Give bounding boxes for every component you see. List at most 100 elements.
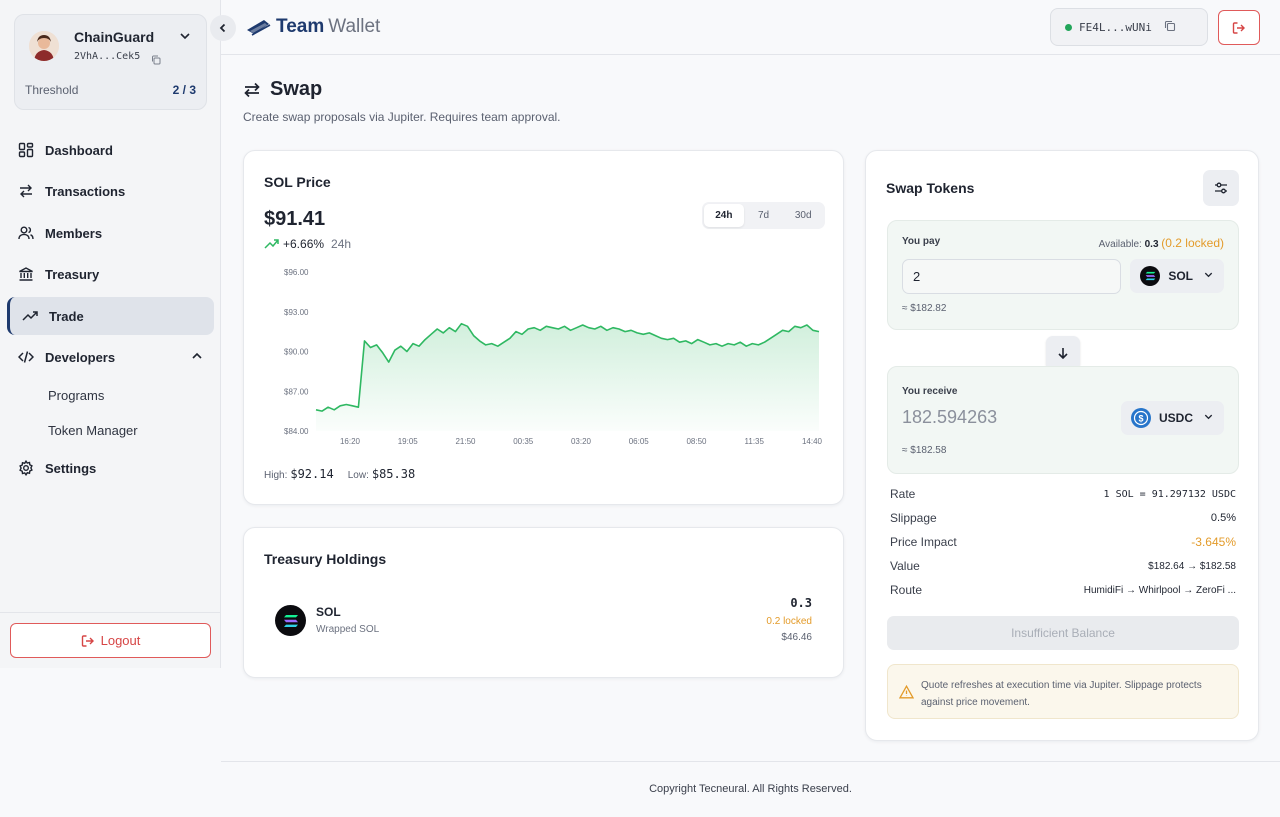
sidebar-item-label: Trade xyxy=(49,308,84,324)
tab-24h[interactable]: 24h xyxy=(704,204,744,227)
high-low: High: $92.14 Low: $85.38 xyxy=(264,467,429,481)
sidebar-item-label: Members xyxy=(45,225,103,241)
route-row: Route HumidiFi → Whirlpool → ZeroFi ... xyxy=(890,583,1236,597)
logout-button[interactable]: Logout xyxy=(10,623,211,658)
copy-icon[interactable] xyxy=(1164,20,1176,35)
available-balance: Available: 0.3 (0.2 locked) xyxy=(1099,236,1224,250)
account-switcher[interactable]: ChainGuard 2VhA...Cek5 Threshold 2 / 3 xyxy=(14,14,207,110)
range-tabs: 24h 7d 30d xyxy=(702,202,825,229)
sidebar-item-dashboard[interactable]: Dashboard xyxy=(7,131,214,169)
threshold-label: Threshold xyxy=(25,83,79,97)
flip-direction-button[interactable] xyxy=(1046,336,1080,370)
disconnect-button[interactable] xyxy=(1218,10,1260,45)
pay-amount-input[interactable] xyxy=(902,259,1121,294)
swap-arrows-icon xyxy=(244,82,260,97)
y-tick-label: $96.00 xyxy=(284,268,309,277)
price-area-fill xyxy=(316,323,819,431)
available-value: 0.3 xyxy=(1144,239,1159,250)
bank-icon xyxy=(17,265,35,283)
treasury-holdings-card: Treasury Holdings SOL Wrapped SOL 0.3 0.… xyxy=(243,527,844,678)
arrows-left-right-icon xyxy=(17,182,35,200)
low-label: Low: xyxy=(347,470,369,481)
route-label: Route xyxy=(890,583,923,597)
submit-swap-button[interactable]: Insufficient Balance xyxy=(887,616,1239,650)
tab-30d[interactable]: 30d xyxy=(794,210,812,221)
chevron-down-icon[interactable] xyxy=(178,29,192,48)
chevron-down-icon xyxy=(1203,269,1214,283)
collapse-sidebar-button[interactable] xyxy=(210,15,236,41)
svg-text:$: $ xyxy=(1138,414,1143,424)
solana-icon xyxy=(275,605,306,636)
sidebar-item-trade[interactable]: Trade xyxy=(7,297,214,335)
low-value: $85.38 xyxy=(371,467,416,481)
receive-section: You receive 182.594263 $ USDC ≈ $182.58 xyxy=(887,366,1239,474)
account-name: ChainGuard xyxy=(74,29,155,45)
y-tick-label: $87.00 xyxy=(284,387,309,396)
account-address: 2VhA...Cek5 xyxy=(74,51,141,62)
price-card-title: SOL Price xyxy=(264,174,331,190)
x-tick-label: 00:35 xyxy=(513,437,534,446)
sidebar-item-programs[interactable]: Programs xyxy=(48,388,105,403)
current-price: $91.41 xyxy=(264,208,326,230)
code-icon xyxy=(17,348,35,366)
sidebar-item-developers[interactable]: Developers xyxy=(7,338,214,376)
sidebar-item-members[interactable]: Members xyxy=(7,214,214,252)
y-tick-label: $84.00 xyxy=(284,427,309,436)
dashboard-icon xyxy=(17,141,35,159)
slippage-row: Slippage 0.5% xyxy=(890,511,1236,525)
sidebar-item-token-manager[interactable]: Token Manager xyxy=(48,423,138,438)
copy-icon[interactable] xyxy=(151,52,161,70)
pay-usd: ≈ $182.82 xyxy=(902,303,947,314)
rate-value: 1 SOL = 91.297132 USDC xyxy=(1103,488,1236,500)
warning-icon xyxy=(899,685,914,699)
tab-7d[interactable]: 7d xyxy=(757,210,770,221)
price-impact-label: Price Impact xyxy=(890,535,957,549)
trending-up-icon xyxy=(264,239,279,249)
pay-section: You pay Available: 0.3 (0.2 locked) SOL … xyxy=(887,220,1239,330)
price-impact-value: -3.645% xyxy=(1191,535,1236,549)
sidebar-item-label: Transactions xyxy=(45,183,126,199)
receive-amount: 182.594263 xyxy=(902,407,998,427)
sliders-icon xyxy=(1215,182,1227,194)
swap-settings-button[interactable] xyxy=(1203,170,1239,206)
slippage-label: Slippage xyxy=(890,511,937,525)
brand-logo[interactable]: Team Wallet xyxy=(246,16,380,38)
avatar xyxy=(29,31,59,61)
swap-title: Swap Tokens xyxy=(886,180,975,196)
status-dot xyxy=(1065,23,1072,31)
chevron-left-icon xyxy=(219,23,226,33)
logout-label: Logout xyxy=(100,633,141,648)
holding-locked: 0.2 locked xyxy=(766,616,812,627)
slippage-value: 0.5% xyxy=(1210,512,1236,524)
sidebar-item-label: Settings xyxy=(45,460,97,476)
receive-token-select[interactable]: $ USDC xyxy=(1120,401,1224,435)
value-value: $182.64 → $182.58 xyxy=(1148,560,1236,572)
notice-text: Quote refreshes at execution time via Ju… xyxy=(921,680,1202,708)
footer-divider xyxy=(221,761,1280,762)
sidebar-item-transactions[interactable]: Transactions xyxy=(7,172,214,210)
chevron-up-icon[interactable] xyxy=(190,349,204,366)
users-icon xyxy=(17,224,35,242)
sidebar: ChainGuard 2VhA...Cek5 Threshold 2 / 3 D… xyxy=(0,0,221,668)
sidebar-item-label: Treasury xyxy=(45,266,100,282)
route-value: HumidiFi → Whirlpool → ZeroFi ... xyxy=(1083,584,1236,596)
receive-label: You receive xyxy=(902,386,958,397)
pay-token-select[interactable]: SOL xyxy=(1130,259,1224,293)
x-tick-label: 16:20 xyxy=(340,437,361,446)
logout-icon xyxy=(81,634,94,647)
x-tick-label: 14:40 xyxy=(802,437,823,446)
usdc-icon: $ xyxy=(1130,408,1151,428)
x-tick-label: 03:20 xyxy=(571,437,592,446)
x-tick-label: 08:50 xyxy=(686,437,707,446)
threshold-value: 2 / 3 xyxy=(172,83,196,97)
connected-wallet[interactable]: FE4L...wUNi xyxy=(1050,8,1208,46)
sidebar-item-settings[interactable]: Settings xyxy=(7,449,214,487)
gear-icon xyxy=(17,459,35,477)
holding-name: Wrapped SOL xyxy=(316,624,380,635)
arrow-down-icon xyxy=(1058,348,1068,360)
x-tick-label: 21:50 xyxy=(455,437,476,446)
holding-usd: $46.46 xyxy=(781,632,812,643)
receive-usd: ≈ $182.58 xyxy=(902,445,947,456)
wallet-address: FE4L...wUNi xyxy=(1079,20,1152,34)
sidebar-item-treasury[interactable]: Treasury xyxy=(7,255,214,293)
